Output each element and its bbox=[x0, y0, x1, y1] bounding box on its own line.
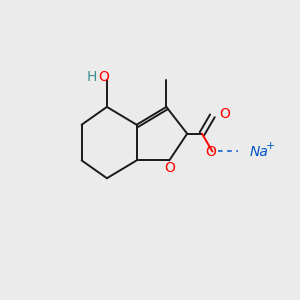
Text: O: O bbox=[98, 70, 110, 84]
Text: O: O bbox=[164, 161, 175, 175]
Text: +: + bbox=[265, 141, 275, 151]
Text: H: H bbox=[86, 70, 97, 84]
Text: O: O bbox=[219, 107, 230, 121]
Text: Na: Na bbox=[250, 145, 268, 159]
Text: O: O bbox=[206, 145, 216, 159]
